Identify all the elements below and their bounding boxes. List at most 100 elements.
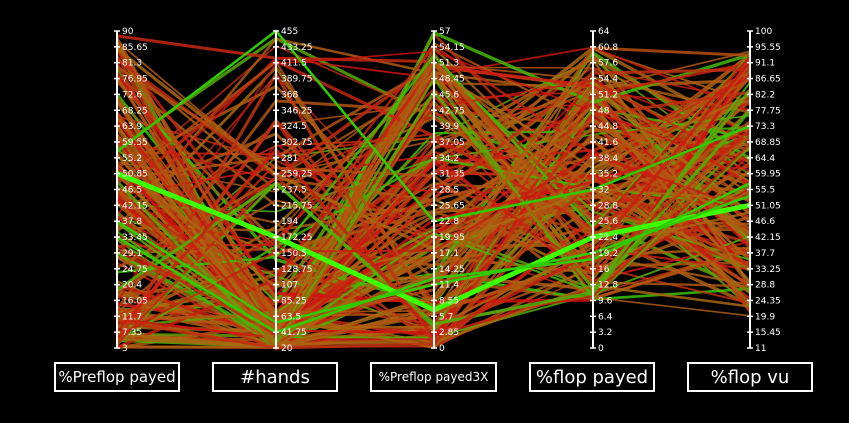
tick-label: 20 [281,344,293,354]
tick-label: 19.9 [755,312,775,322]
tick-label: 11.4 [439,281,459,291]
tick-label: 50.85 [122,170,148,180]
tick-label: 95.55 [755,43,781,53]
tick-label: 281 [281,154,298,164]
tick-label: 33.25 [755,265,781,275]
tick-label: 12.8 [598,281,618,291]
tick-label: 59.55 [122,138,148,148]
tick-label: 8.55 [439,296,459,306]
tick-label: 28.8 [598,201,618,211]
tick-label: 237.5 [281,186,307,196]
tick-label: 100 [755,27,772,37]
tick-label: 11.7 [122,312,142,322]
tick-label: 259.25 [281,170,313,180]
tick-label: 48.45 [439,75,465,85]
tick-label: 85.25 [281,296,307,306]
tick-label: 7.35 [122,328,142,338]
tick-label: 60.8 [598,43,618,53]
tick-label: 42.75 [439,106,465,116]
tick-label: 38.4 [598,154,618,164]
tick-label: 90 [122,27,134,37]
tick-label: 3 [122,344,128,354]
tick-label: 64.4 [755,154,775,164]
tick-label: 128.75 [281,265,313,275]
tick-label: 57 [439,27,450,37]
tick-label: 22.4 [598,233,618,243]
tick-label: 57.6 [598,59,618,69]
axis-button-hands[interactable]: #hands [212,362,338,392]
tick-label: 41.75 [281,328,307,338]
axes-layer: 90 85.65 81.3 76.95 72.6 68.25 63.9 59.55 55.2 50… [114,27,781,354]
tick-label: 411.5 [281,59,307,69]
tick-label: 215.75 [281,201,313,211]
tick-label: 54.15 [439,43,465,53]
tick-label: 35.2 [598,170,618,180]
tick-label: 82.2 [755,90,775,100]
tick-label: 2.85 [439,328,459,338]
tick-label: 68.25 [122,106,148,116]
tick-label: 81.3 [122,59,142,69]
tick-label: 6.4 [598,312,613,322]
tick-label: 28.5 [439,186,459,196]
tick-label: 59.95 [755,170,781,180]
tick-label: 51.2 [598,90,618,100]
axis-button-flop-vu[interactable]: %flop vu [687,362,813,392]
tick-label: 45.6 [439,90,459,100]
tick-label: 0 [598,344,604,354]
tick-label: 77.75 [755,106,781,116]
tick-label: 63.9 [122,122,142,132]
tick-label: 5.7 [439,312,453,322]
tick-label: 39.9 [439,122,459,132]
tick-label: 33.45 [122,233,148,243]
tick-label: 32 [598,186,609,196]
tick-label: 324.5 [281,122,307,132]
tick-label: 25.65 [439,201,465,211]
tick-label: 51.05 [755,201,781,211]
tick-label: 73.3 [755,122,775,132]
axis-button-flop-payed[interactable]: %flop payed [529,362,655,392]
tick-label: 16 [598,265,610,275]
tick-label: 389.75 [281,75,313,85]
tick-label: 76.95 [122,75,148,85]
tick-label: 16.05 [122,296,148,306]
tick-label: 64 [598,27,610,37]
tick-label: 194 [281,217,298,227]
tick-label: 107 [281,281,298,291]
tick-label: 15.45 [755,328,781,338]
tick-label: 172.25 [281,233,313,243]
tick-label: 54.4 [598,75,618,85]
tick-label: 37.7 [755,249,775,259]
axis-button-preflop-payed[interactable]: %Preflop payed [54,362,180,392]
tick-label: 25.6 [598,217,618,227]
tick-label: 29.1 [122,249,142,259]
tick-label: 9.6 [598,296,613,306]
tick-label: 150.5 [281,249,307,259]
tick-label: 72.6 [122,90,142,100]
axis-button-preflop-payed3x[interactable]: %Preflop payed3X [370,362,497,392]
tick-label: 302.75 [281,138,313,148]
tick-label: 42.15 [755,233,781,243]
tick-label: 14.25 [439,265,465,275]
tick-label: 20.4 [122,281,142,291]
tick-label: 31.35 [439,170,465,180]
tick-label: 17.1 [439,249,459,259]
tick-label: 24.75 [122,265,148,275]
tick-label: 19.2 [598,249,618,259]
tick-label: 368 [281,90,298,100]
tick-label: 11 [755,344,766,354]
tick-label: 55.2 [122,154,142,164]
tick-label: 346.25 [281,106,313,116]
tick-label: 433.25 [281,43,313,53]
tick-label: 3.2 [598,328,612,338]
tick-label: 85.65 [122,43,148,53]
tick-label: 22.8 [439,217,459,227]
tick-label: 34.2 [439,154,459,164]
tick-label: 0 [439,344,445,354]
tick-label: 91.1 [755,59,775,69]
tick-label: 455 [281,27,298,37]
tick-label: 51.3 [439,59,459,69]
tick-label: 48 [598,106,610,116]
tick-label: 55.5 [755,186,775,196]
tick-label: 44.8 [598,122,618,132]
tick-label: 46.6 [755,217,775,227]
